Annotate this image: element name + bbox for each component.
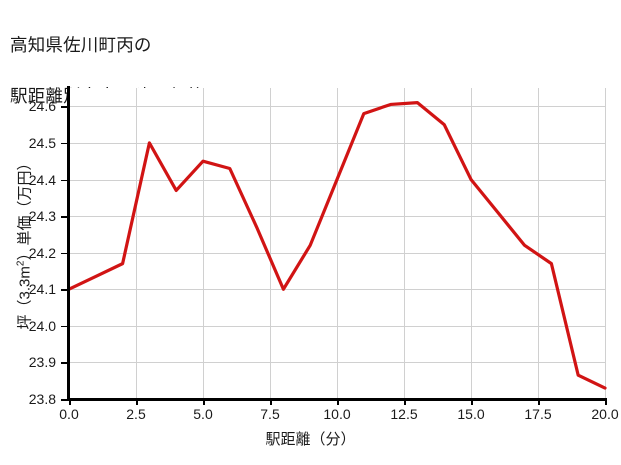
y-axis-spine xyxy=(67,86,70,401)
x-tick-mark-17.5 xyxy=(538,399,540,405)
x-tick-label-15.0: 15.0 xyxy=(457,406,485,422)
y-tick-mark-24.0 xyxy=(61,325,67,328)
x-tick-label-10.0: 10.0 xyxy=(323,406,351,422)
x-tick-mark-15.0 xyxy=(471,399,473,405)
y-axis-label-superscript: 2 xyxy=(15,260,27,267)
y-tick-mark-24.2 xyxy=(61,252,67,255)
y-tick-label-23.9: 23.9 xyxy=(28,354,56,371)
gridline-x-2.5 xyxy=(136,88,137,399)
x-tick-mark-20.0 xyxy=(605,399,607,405)
gridline-x-20.0 xyxy=(605,88,606,399)
x-tick-mark-7.5 xyxy=(270,399,272,405)
y-tick-label-24.0: 24.0 xyxy=(28,317,56,334)
y-tick-mark-24.1 xyxy=(61,289,67,291)
x-tick-label-5.0: 5.0 xyxy=(193,406,213,422)
x-tick-mark-10.0 xyxy=(337,399,339,405)
y-tick-mark-23.9 xyxy=(61,362,67,364)
y-tick-mark-24.6 xyxy=(61,106,67,108)
y-tick-mark-24.3 xyxy=(61,216,67,218)
gridline-x-7.5 xyxy=(270,88,271,399)
x-tick-mark-12.5 xyxy=(404,399,406,405)
x-tick-label-7.5: 7.5 xyxy=(260,406,280,422)
chart-title-line-1: 高知県佐川町丙の xyxy=(10,35,152,56)
gridline-x-15.0 xyxy=(471,88,472,399)
x-tick-label-17.5: 17.5 xyxy=(524,406,552,422)
gridline-x-5.0 xyxy=(203,88,204,399)
x-axis-label: 駅距離（分） xyxy=(265,431,356,448)
y-tick-label-24.2: 24.2 xyxy=(28,244,56,261)
y-tick-label-24.4: 24.4 xyxy=(28,171,56,188)
gridline-x-17.5 xyxy=(538,88,539,399)
x-tick-label-12.5: 12.5 xyxy=(390,406,418,422)
y-tick-label-24.3: 24.3 xyxy=(28,208,56,225)
y-tick-label-24.6: 24.6 xyxy=(28,98,56,115)
x-tick-mark-5.0 xyxy=(203,399,205,405)
x-tick-label-20.0: 20.0 xyxy=(591,406,619,422)
y-tick-mark-23.8 xyxy=(61,399,67,401)
data-series-chart xyxy=(67,101,607,390)
series-line-price xyxy=(67,101,607,390)
gridline-x-0.0 xyxy=(69,88,70,399)
x-tick-label-2.5: 2.5 xyxy=(126,406,146,422)
y-tick-label-23.8: 23.8 xyxy=(28,391,56,407)
y-tick-label-24.1: 24.1 xyxy=(28,281,56,298)
plot-area xyxy=(67,88,607,400)
y-tick-label-24.5: 24.5 xyxy=(28,134,56,151)
y-axis-label-prefix: 坪（3.3m xyxy=(16,266,34,330)
y-tick-mark-24.5 xyxy=(61,142,67,145)
y-axis-label-suffix: ）単価（万円） xyxy=(16,155,34,261)
x-tick-mark-2.5 xyxy=(136,399,138,405)
y-axis-label: 坪（3.3m2）単価（万円） xyxy=(14,113,35,373)
gridline-x-12.5 xyxy=(404,88,405,399)
gridline-x-10.0 xyxy=(337,88,338,399)
x-tick-label-0.0: 0.0 xyxy=(59,406,79,422)
x-tick-mark-0.0 xyxy=(69,399,71,405)
y-tick-mark-24.4 xyxy=(61,179,67,181)
